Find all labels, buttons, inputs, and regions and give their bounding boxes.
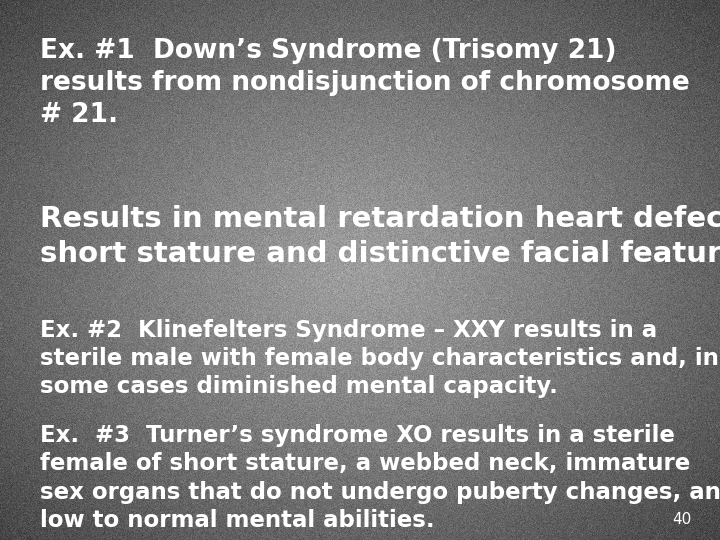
Text: Results in mental retardation heart defects,
short stature and distinctive facia: Results in mental retardation heart defe… (40, 205, 720, 268)
Text: Ex.  #3  Turner’s syndrome XO results in a sterile
female of short stature, a we: Ex. #3 Turner’s syndrome XO results in a… (40, 424, 720, 532)
Text: Ex. #2  Klinefelters Syndrome – XXY results in a
sterile male with female body c: Ex. #2 Klinefelters Syndrome – XXY resul… (40, 319, 719, 399)
Text: 40: 40 (672, 511, 691, 526)
Text: Ex. #1  Down’s Syndrome (Trisomy 21)
results from nondisjunction of chromosome
#: Ex. #1 Down’s Syndrome (Trisomy 21) resu… (40, 38, 689, 128)
